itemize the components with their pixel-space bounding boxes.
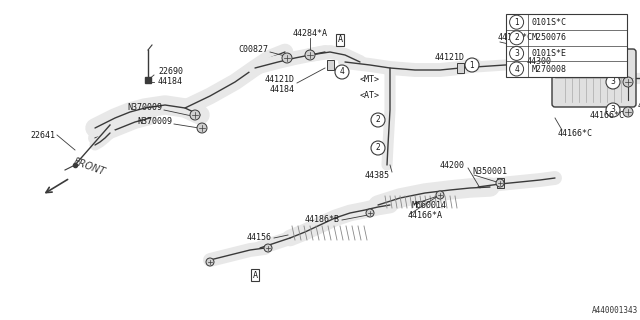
Text: 44156: 44156 bbox=[247, 234, 272, 243]
Text: 44385: 44385 bbox=[365, 171, 390, 180]
Circle shape bbox=[509, 62, 524, 76]
Circle shape bbox=[335, 65, 349, 79]
Circle shape bbox=[509, 15, 524, 29]
Circle shape bbox=[623, 77, 633, 87]
Text: 4: 4 bbox=[514, 65, 519, 74]
Text: 44121D: 44121D bbox=[265, 76, 295, 84]
Text: A: A bbox=[253, 270, 257, 279]
Text: 0101S*E: 0101S*E bbox=[532, 49, 566, 58]
Text: 3: 3 bbox=[611, 77, 616, 86]
Text: 44184: 44184 bbox=[270, 85, 295, 94]
Circle shape bbox=[436, 191, 444, 199]
Text: 2: 2 bbox=[376, 116, 380, 124]
Circle shape bbox=[371, 141, 385, 155]
Text: 22641: 22641 bbox=[30, 131, 55, 140]
Text: 44121D: 44121D bbox=[435, 53, 465, 62]
Text: 22690: 22690 bbox=[158, 68, 183, 76]
Circle shape bbox=[190, 110, 200, 120]
Text: 44300: 44300 bbox=[527, 58, 552, 67]
Text: M660014: M660014 bbox=[412, 201, 447, 210]
Text: 44166*A: 44166*A bbox=[408, 211, 443, 220]
Text: N370009: N370009 bbox=[137, 117, 172, 126]
Circle shape bbox=[509, 31, 524, 45]
Text: M270008: M270008 bbox=[532, 65, 566, 74]
Circle shape bbox=[264, 244, 272, 252]
Text: A440001343: A440001343 bbox=[592, 306, 638, 315]
Text: FRONT: FRONT bbox=[72, 156, 107, 177]
Bar bbox=[506, 14, 627, 77]
Text: 44284*A: 44284*A bbox=[292, 29, 328, 38]
Text: N370009: N370009 bbox=[127, 103, 162, 113]
FancyBboxPatch shape bbox=[552, 49, 636, 107]
Text: 1: 1 bbox=[470, 60, 474, 69]
Text: 44166*C: 44166*C bbox=[498, 34, 533, 43]
Text: 1: 1 bbox=[514, 18, 519, 27]
Circle shape bbox=[197, 123, 207, 133]
Text: 3: 3 bbox=[514, 49, 519, 58]
Text: 2: 2 bbox=[376, 143, 380, 153]
Circle shape bbox=[206, 258, 214, 266]
Bar bbox=[456, 63, 463, 73]
Bar bbox=[326, 60, 333, 70]
Circle shape bbox=[606, 103, 620, 117]
Circle shape bbox=[305, 50, 315, 60]
Circle shape bbox=[509, 46, 524, 60]
Text: 44200: 44200 bbox=[440, 161, 465, 170]
Text: 2: 2 bbox=[514, 33, 519, 42]
Circle shape bbox=[282, 53, 292, 63]
Circle shape bbox=[549, 56, 561, 68]
Text: <MT>: <MT> bbox=[360, 76, 380, 84]
Text: C00827: C00827 bbox=[238, 45, 268, 54]
Circle shape bbox=[366, 209, 374, 217]
Circle shape bbox=[496, 179, 504, 187]
Text: <AT>: <AT> bbox=[360, 91, 380, 100]
Circle shape bbox=[371, 113, 385, 127]
Text: 44186*B: 44186*B bbox=[305, 215, 340, 225]
Text: A: A bbox=[337, 36, 342, 44]
Text: 44166*C: 44166*C bbox=[558, 129, 593, 138]
Circle shape bbox=[623, 107, 633, 117]
Circle shape bbox=[606, 75, 620, 89]
Text: 44127: 44127 bbox=[638, 100, 640, 109]
Text: N350001: N350001 bbox=[472, 167, 507, 177]
Text: 4: 4 bbox=[340, 68, 344, 76]
Text: 44166*C: 44166*C bbox=[590, 110, 625, 119]
Text: 0101S*C: 0101S*C bbox=[532, 18, 566, 27]
Text: 44184: 44184 bbox=[158, 77, 183, 86]
Text: 3: 3 bbox=[611, 106, 616, 115]
Text: M250076: M250076 bbox=[532, 33, 566, 42]
Circle shape bbox=[465, 58, 479, 72]
Bar bbox=[497, 178, 504, 188]
